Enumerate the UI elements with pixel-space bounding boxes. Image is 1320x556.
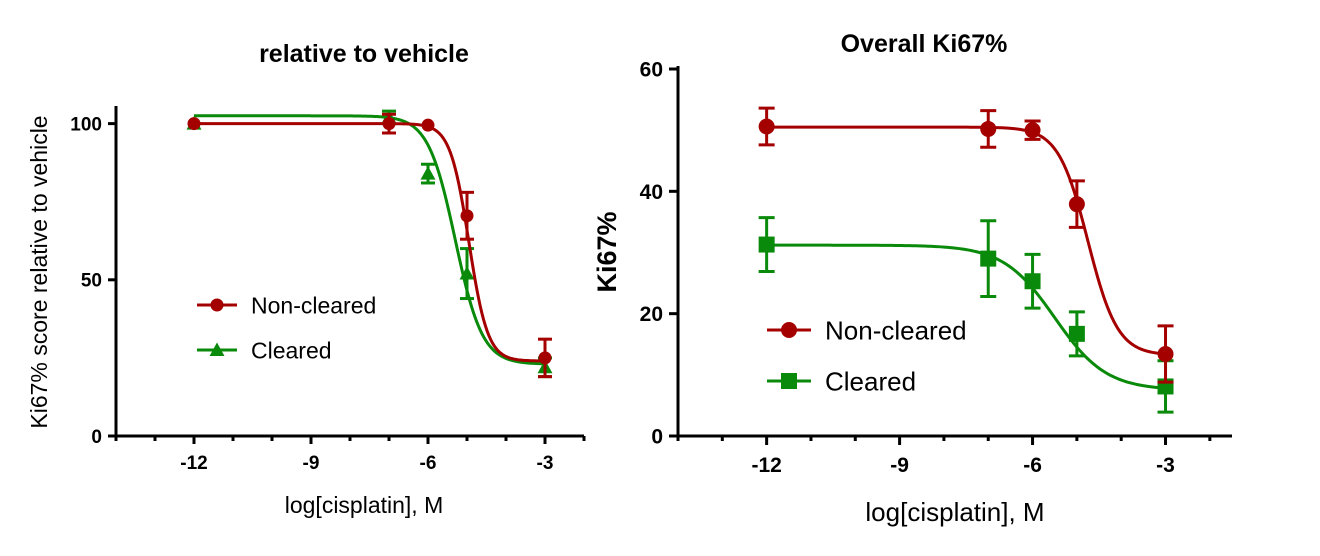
data-point xyxy=(382,117,396,131)
data-point xyxy=(421,118,435,132)
x-tick-label: -6 xyxy=(1023,454,1042,477)
fit-curve xyxy=(194,122,546,363)
data-point xyxy=(460,209,474,223)
y-tick-label: 20 xyxy=(640,303,663,326)
legend-label: Cleared xyxy=(825,366,916,396)
y-tick-label: 60 xyxy=(640,59,663,82)
data-point xyxy=(758,118,775,135)
legend: Non-cleared Cleared xyxy=(767,315,967,396)
y-axis-label: Ki67% score relative to vehicle xyxy=(26,115,52,428)
chart-relative-to-vehicle: relative to vehicle log[cisplatin], M Ki… xyxy=(26,40,586,518)
x-tick-label: -12 xyxy=(180,453,207,474)
data-point xyxy=(187,117,201,131)
x-tick-label: -12 xyxy=(751,454,781,477)
legend-marker xyxy=(781,322,797,338)
x-tick-label: -3 xyxy=(1156,454,1175,477)
chart-title: relative to vehicle xyxy=(259,40,469,68)
y-tick-label: 100 xyxy=(70,114,102,135)
data-point xyxy=(459,266,475,280)
chart-overall-ki67: Overall Ki67% log[cisplatin], M Ki67% 0 2… xyxy=(592,30,1232,527)
x-tick-label: -6 xyxy=(420,453,437,474)
legend-marker xyxy=(781,373,797,389)
data-point xyxy=(980,120,997,137)
data-point xyxy=(1157,346,1174,363)
data-point xyxy=(1068,325,1085,342)
data-point xyxy=(1024,122,1041,139)
y-tick-label: 40 xyxy=(640,181,663,204)
chart-title: Overall Ki67% xyxy=(841,30,1008,58)
x-tick-label: -9 xyxy=(890,454,909,477)
fit-curve xyxy=(194,114,546,366)
legend-label: Non-cleared xyxy=(825,315,967,345)
x-tick-label: -3 xyxy=(537,453,554,474)
legend-marker xyxy=(210,298,224,312)
legend-label: Non-cleared xyxy=(251,292,376,318)
data-point xyxy=(420,166,436,180)
x-axis-label: log[cisplatin], M xyxy=(285,492,444,518)
series-cleared xyxy=(186,109,553,379)
series-non-cleared xyxy=(758,106,1174,384)
data-point xyxy=(538,351,552,365)
series-cleared xyxy=(758,216,1174,414)
legend: Non-cleared Cleared xyxy=(197,292,376,363)
data-point xyxy=(980,250,997,267)
fit-curve xyxy=(766,125,1166,356)
data-point xyxy=(1024,273,1041,290)
fit-curve xyxy=(766,243,1166,390)
x-tick-label: -9 xyxy=(303,453,320,474)
series-non-cleared xyxy=(187,112,552,379)
y-tick-label: 0 xyxy=(91,427,102,448)
y-tick-label: 0 xyxy=(651,426,663,449)
y-axis-label: Ki67% xyxy=(592,211,622,292)
legend-marker xyxy=(209,342,225,356)
data-point xyxy=(758,236,775,253)
data-point xyxy=(1068,196,1085,213)
y-tick-label: 50 xyxy=(81,271,102,292)
x-axis-label: log[cisplatin], M xyxy=(865,497,1044,527)
legend-label: Cleared xyxy=(251,337,332,363)
